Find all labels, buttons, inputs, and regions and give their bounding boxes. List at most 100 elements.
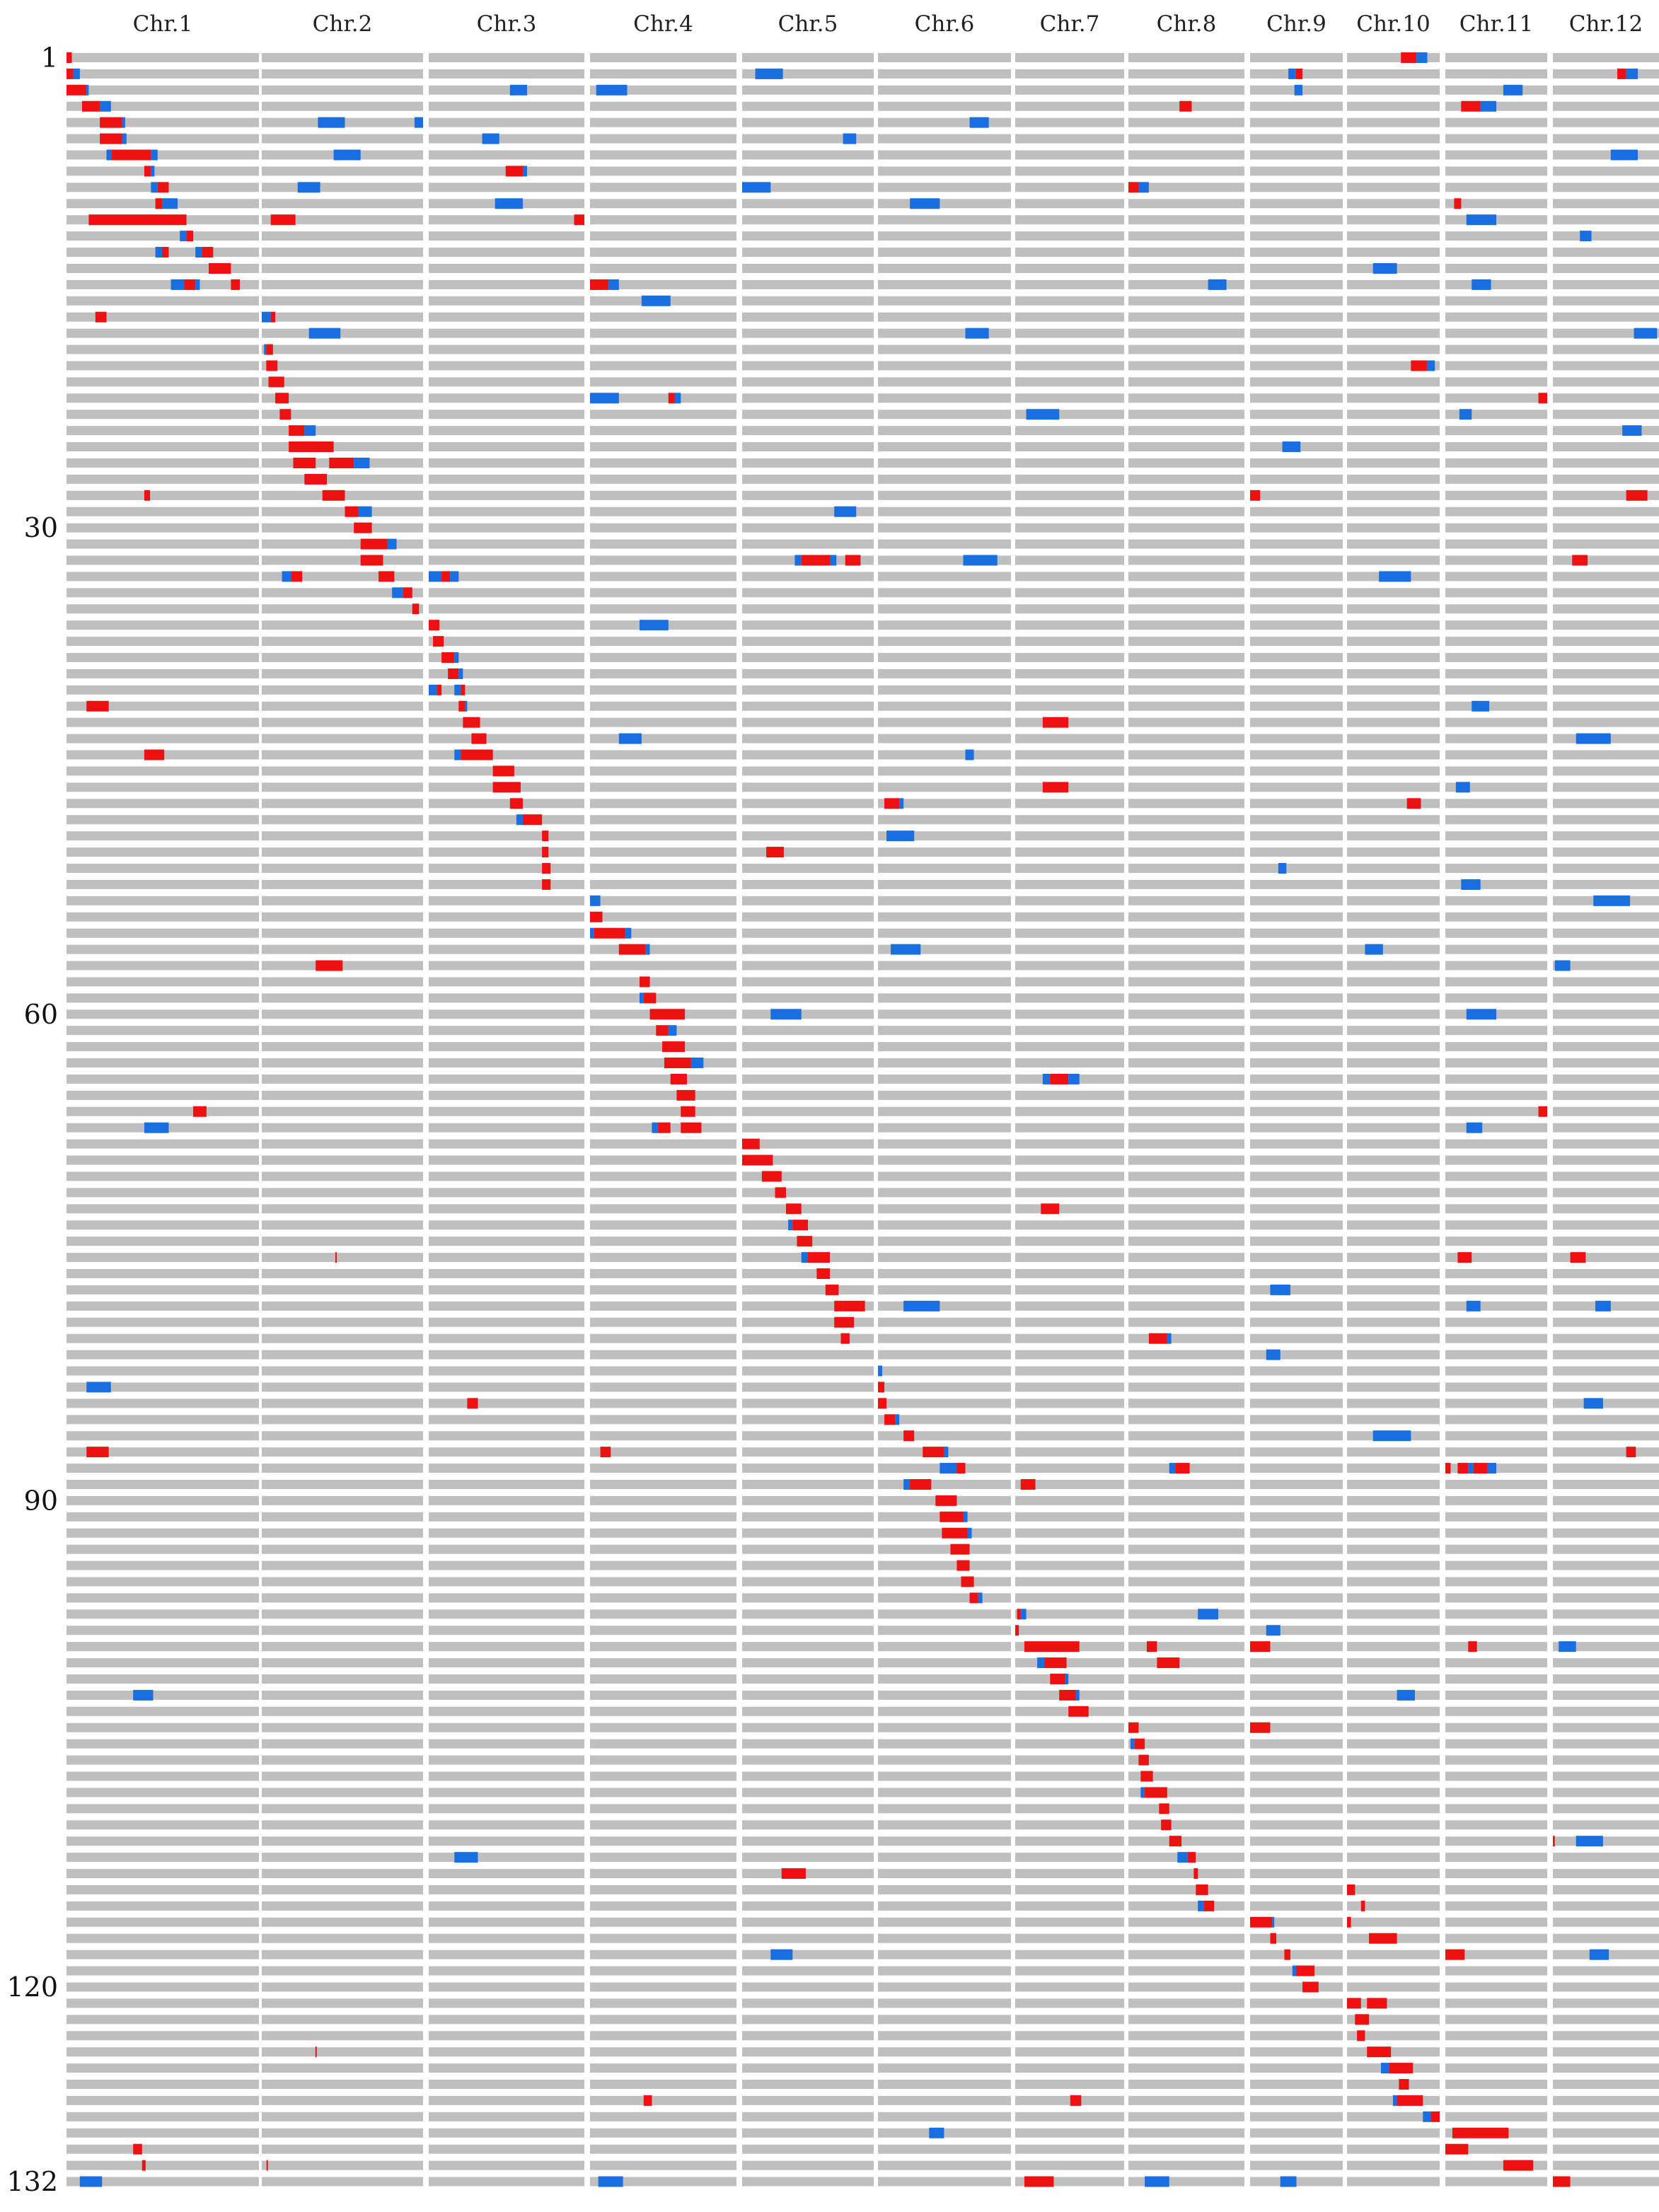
bg-bar [878, 2015, 1011, 2025]
bg-bar [1015, 1658, 1124, 1668]
bg-bar [1553, 1609, 1659, 1619]
segment-red [1148, 1333, 1167, 1344]
segment-blue [1466, 1009, 1496, 1020]
bg-bar [742, 166, 874, 176]
bg-bar [1553, 393, 1659, 403]
bg-bar [1015, 1106, 1124, 1116]
bg-bar [1445, 490, 1547, 500]
bg-bar [1250, 1495, 1343, 1505]
bg-bar [1128, 1366, 1244, 1376]
bg-bar [1553, 442, 1659, 452]
bg-bar [1445, 977, 1547, 987]
bg-bar [1250, 961, 1343, 971]
segment-red [590, 279, 609, 290]
chromosome-label-9: Chr.9 [1266, 11, 1326, 37]
segment-red [141, 2160, 146, 2171]
bg-bar [1553, 1366, 1659, 1376]
bg-bar [67, 1722, 259, 1732]
segment-blue [282, 571, 291, 582]
bg-bar [262, 1917, 423, 1927]
bg-bar [742, 572, 874, 581]
segment-blue [106, 149, 112, 161]
bg-bar [1250, 620, 1343, 630]
segment-blue [590, 393, 619, 404]
bg-bar [1347, 1058, 1440, 1068]
bg-bar [429, 1220, 584, 1230]
bg-bar [590, 1820, 736, 1830]
bg-bar [429, 490, 584, 500]
bg-bar [1250, 1447, 1343, 1457]
bg-bar [1128, 1577, 1244, 1587]
bg-bar [1553, 377, 1659, 387]
bg-bar [1128, 2015, 1244, 2025]
bg-bar [1445, 847, 1547, 857]
bg-bar [590, 539, 736, 549]
bg-bar [262, 1009, 423, 1019]
bg-bar [429, 1739, 584, 1749]
bg-bar [742, 2031, 874, 2041]
bg-bar [742, 1382, 874, 1392]
bg-bar [590, 231, 736, 241]
bg-bar [1445, 361, 1547, 371]
bg-bar [590, 344, 736, 354]
bg-bar [1015, 555, 1124, 565]
bg-bar [429, 1139, 584, 1149]
bg-bar [262, 101, 423, 111]
bg-bar [742, 1933, 874, 1943]
bg-bar [262, 2063, 423, 2073]
segment-red [304, 473, 328, 485]
segment-red [1050, 1674, 1065, 1684]
bg-bar [1250, 2063, 1343, 2073]
bg-bar [590, 864, 736, 873]
segment-red [1445, 1949, 1465, 1960]
bg-bar [1015, 1722, 1124, 1732]
bg-bar [1128, 506, 1244, 516]
bg-bar [1250, 1464, 1343, 1473]
bg-bar [1128, 442, 1244, 452]
bg-bar [1347, 523, 1440, 533]
bg-bar [590, 183, 736, 192]
bg-bar [429, 831, 584, 841]
bg-bar [878, 1301, 1011, 1311]
bg-bar [590, 961, 736, 971]
segment-red [1570, 1252, 1586, 1263]
bg-bar [1250, 101, 1343, 111]
segment-blue [1397, 1689, 1415, 1701]
segment-red [461, 684, 466, 695]
segment-blue [450, 571, 459, 582]
segment-red [100, 133, 122, 144]
bg-bar [1015, 653, 1124, 663]
bg-bar [1553, 1690, 1659, 1700]
segment-blue [414, 117, 423, 128]
segment-blue [1576, 733, 1611, 744]
bg-bar [67, 1171, 259, 1181]
segment-blue [770, 1009, 802, 1020]
bg-bar [742, 1123, 874, 1133]
bg-bar [1250, 1674, 1343, 1684]
segment-red [1401, 52, 1417, 63]
bg-bar [262, 69, 423, 79]
bg-bar [742, 750, 874, 760]
segment-blue [1292, 1965, 1297, 1976]
bg-bar [1128, 53, 1244, 62]
bg-bar [1015, 1479, 1124, 1489]
bg-bar [878, 928, 1011, 938]
bg-bar [1015, 668, 1124, 678]
bg-bar [67, 393, 259, 403]
bg-bar [1250, 344, 1343, 354]
bg-bar [429, 1333, 584, 1343]
bg-bar [429, 1642, 584, 1652]
bg-bar [429, 1366, 584, 1376]
bg-bar [1128, 1399, 1244, 1408]
segment-red [1250, 1916, 1273, 1928]
bg-bar [1445, 1739, 1547, 1749]
bg-bar [590, 1350, 736, 1360]
bg-bar [1015, 1026, 1124, 1036]
bg-bar [1128, 2112, 1244, 2121]
bg-bar [1445, 961, 1547, 971]
bg-bar [1250, 653, 1343, 663]
bg-bar [590, 2128, 736, 2138]
segment-red [1203, 1900, 1215, 1911]
bg-bar [1128, 1317, 1244, 1327]
bg-bar [1015, 1739, 1124, 1749]
